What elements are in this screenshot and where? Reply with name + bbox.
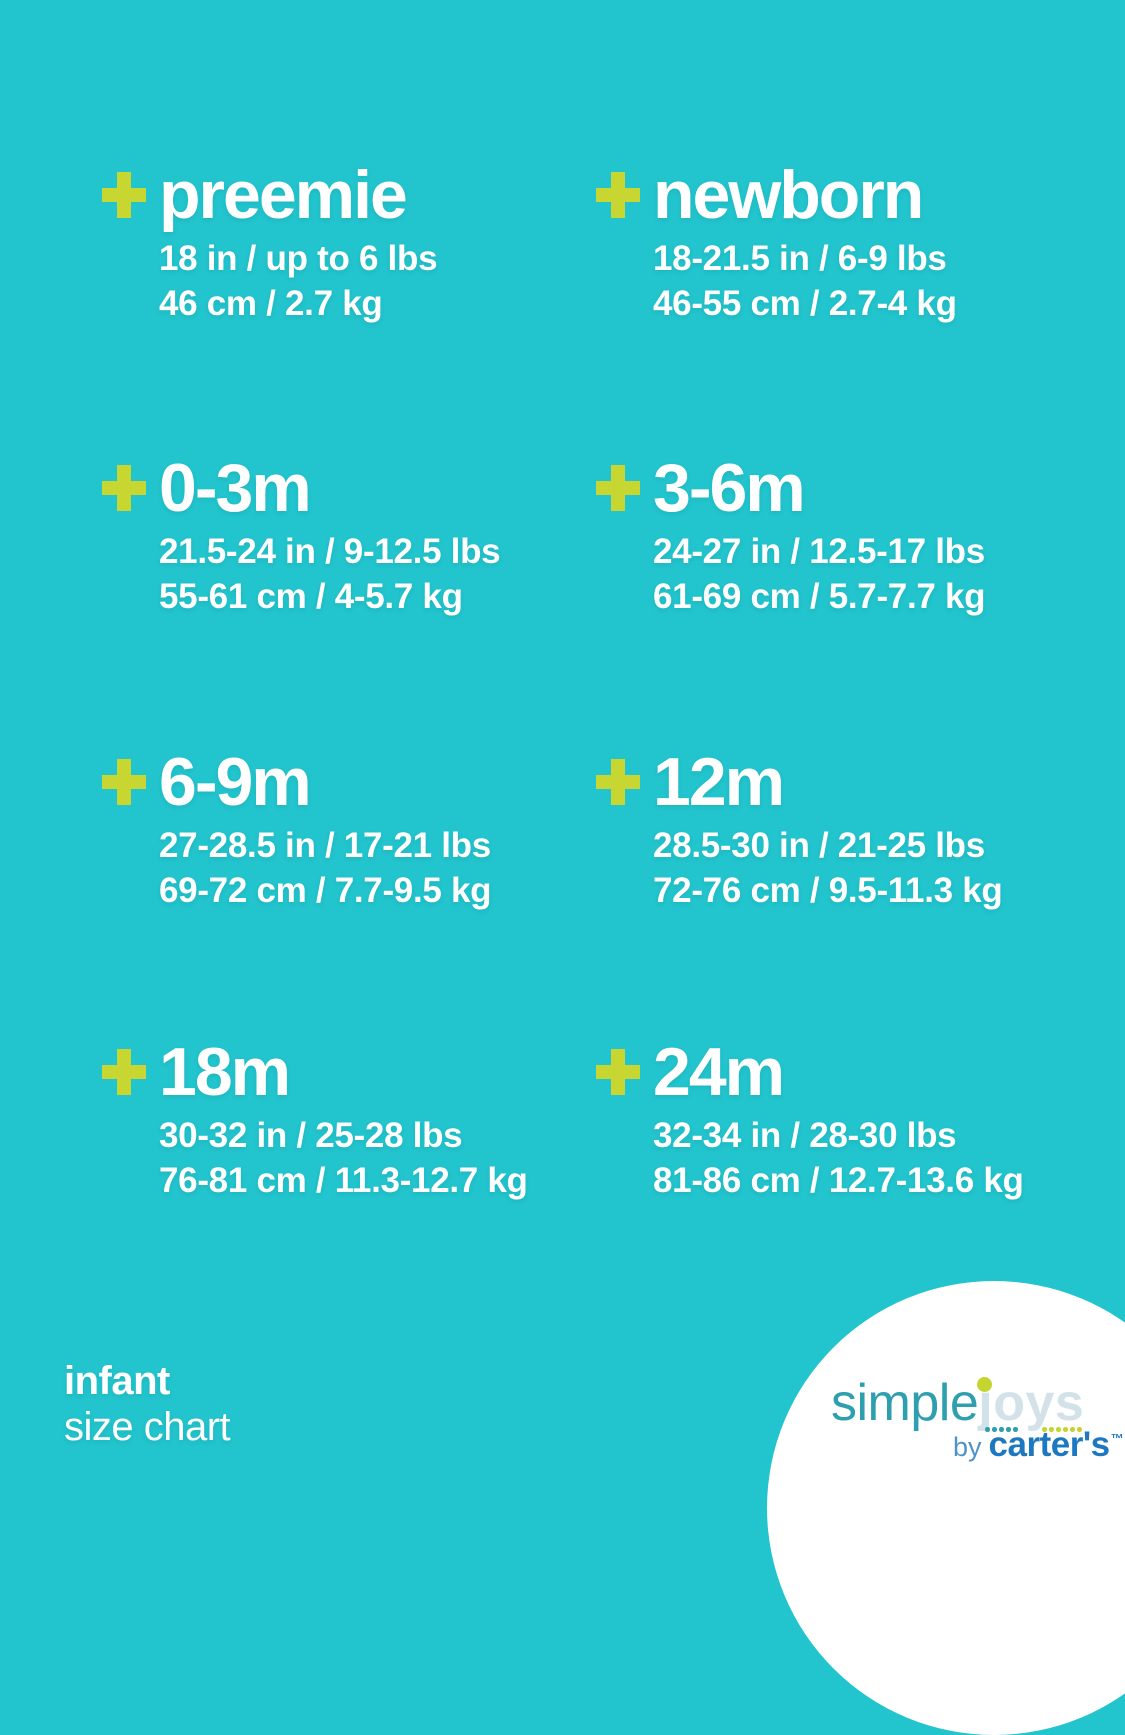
plus-icon bbox=[102, 1049, 146, 1095]
chart-caption-title: infant bbox=[64, 1359, 170, 1403]
plus-icon bbox=[102, 759, 146, 805]
size-name: 3-6m bbox=[653, 450, 806, 526]
size-header: 6-9m bbox=[102, 745, 582, 819]
plus-icon bbox=[596, 1049, 640, 1095]
size-metric: 72-76 cm / 9.5-11.3 kg bbox=[653, 871, 1003, 910]
size-header: newborn bbox=[596, 158, 1076, 232]
size-imperial: 27-28.5 in / 17-21 lbs bbox=[159, 826, 491, 865]
size-metric: 46-55 cm / 2.7-4 kg bbox=[653, 284, 957, 323]
logo-text-carters-word: carter's bbox=[988, 1425, 1111, 1464]
chart-caption-subtitle: size chart bbox=[64, 1405, 231, 1449]
logo-text-carters: carter's™ bbox=[989, 1427, 1124, 1462]
logo-text-simple: simple bbox=[831, 1374, 979, 1432]
size-card-newborn: newborn 18-21.5 in / 6-9 lbs 46-55 cm / … bbox=[596, 158, 1076, 326]
brand-logo-circle: simple joys by carter's™ bbox=[767, 1281, 1125, 1735]
size-header: 0-3m bbox=[102, 451, 582, 525]
size-imperial: 21.5-24 in / 9-12.5 lbs bbox=[159, 532, 501, 571]
brand-logo-wordmark: simple joys bbox=[831, 1374, 1085, 1432]
size-metric: 55-61 cm / 4-5.7 kg bbox=[159, 577, 463, 616]
size-imperial: 18-21.5 in / 6-9 lbs bbox=[653, 239, 947, 278]
plus-icon bbox=[102, 172, 146, 218]
size-name: 6-9m bbox=[159, 744, 312, 820]
size-name: 0-3m bbox=[159, 450, 312, 526]
size-header: 24m bbox=[596, 1035, 1076, 1109]
size-metric: 81-86 cm / 12.7-13.6 kg bbox=[653, 1161, 1024, 1200]
size-metric: 76-81 cm / 11.3-12.7 kg bbox=[159, 1161, 528, 1200]
plus-icon bbox=[596, 465, 640, 511]
size-metric: 46 cm / 2.7 kg bbox=[159, 284, 383, 323]
size-card-12m: 12m 28.5-30 in / 21-25 lbs 72-76 cm / 9.… bbox=[596, 745, 1076, 913]
size-card-preemie: preemie 18 in / up to 6 lbs 46 cm / 2.7 … bbox=[102, 158, 582, 326]
size-name: preemie bbox=[159, 157, 408, 233]
size-name: 24m bbox=[653, 1034, 785, 1110]
brand-logo-byline: by carter's™ bbox=[953, 1427, 1124, 1462]
logo-dotted-underline-yellow bbox=[1042, 1427, 1082, 1432]
size-metric: 69-72 cm / 7.7-9.5 kg bbox=[159, 871, 492, 910]
logo-dotted-underline-teal bbox=[985, 1427, 1018, 1432]
size-name: 18m bbox=[159, 1034, 291, 1110]
plus-icon bbox=[596, 172, 640, 218]
size-card-3-6m: 3-6m 24-27 in / 12.5-17 lbs 61-69 cm / 5… bbox=[596, 451, 1076, 619]
logo-text-joys-word: joys bbox=[978, 1374, 1085, 1432]
size-card-18m: 18m 30-32 in / 25-28 lbs 76-81 cm / 11.3… bbox=[102, 1035, 582, 1203]
trademark-symbol: ™ bbox=[1110, 1431, 1124, 1447]
size-header: 12m bbox=[596, 745, 1076, 819]
size-card-6-9m: 6-9m 27-28.5 in / 17-21 lbs 69-72 cm / 7… bbox=[102, 745, 582, 913]
size-name: newborn bbox=[653, 157, 924, 233]
size-header: preemie bbox=[102, 158, 582, 232]
size-metric: 61-69 cm / 5.7-7.7 kg bbox=[653, 577, 986, 616]
size-card-24m: 24m 32-34 in / 28-30 lbs 81-86 cm / 12.7… bbox=[596, 1035, 1076, 1203]
plus-icon bbox=[596, 759, 640, 805]
logo-j-dot-icon bbox=[977, 1377, 993, 1392]
size-card-0-3m: 0-3m 21.5-24 in / 9-12.5 lbs 55-61 cm / … bbox=[102, 451, 582, 619]
size-imperial: 18 in / up to 6 lbs bbox=[159, 239, 438, 278]
chart-caption: infant size chart bbox=[64, 1358, 231, 1450]
size-name: 12m bbox=[653, 744, 785, 820]
size-header: 3-6m bbox=[596, 451, 1076, 525]
size-imperial: 28.5-30 in / 21-25 lbs bbox=[653, 826, 985, 865]
logo-text-by: by bbox=[953, 1432, 982, 1462]
size-imperial: 32-34 in / 28-30 lbs bbox=[653, 1116, 957, 1155]
size-imperial: 30-32 in / 25-28 lbs bbox=[159, 1116, 463, 1155]
logo-text-joys: joys bbox=[977, 1374, 1085, 1432]
size-header: 18m bbox=[102, 1035, 582, 1109]
size-imperial: 24-27 in / 12.5-17 lbs bbox=[653, 532, 985, 571]
plus-icon bbox=[102, 465, 146, 511]
